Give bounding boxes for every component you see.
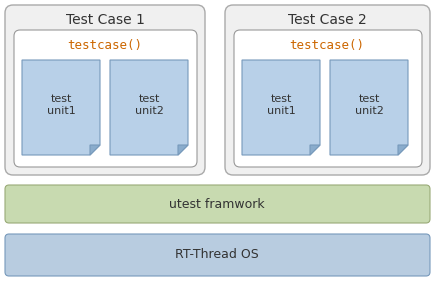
Polygon shape xyxy=(397,145,407,155)
Text: Test Case 1: Test Case 1 xyxy=(66,13,144,27)
Text: testcase(): testcase() xyxy=(67,39,142,53)
Polygon shape xyxy=(178,145,187,155)
Text: test
unit1: test unit1 xyxy=(266,94,295,116)
Polygon shape xyxy=(110,60,187,155)
Text: Test Case 2: Test Case 2 xyxy=(287,13,365,27)
Text: test
unit2: test unit2 xyxy=(354,94,382,116)
Text: utest framwork: utest framwork xyxy=(169,197,264,210)
FancyBboxPatch shape xyxy=(233,30,421,167)
FancyBboxPatch shape xyxy=(14,30,197,167)
Polygon shape xyxy=(309,145,319,155)
Text: test
unit2: test unit2 xyxy=(134,94,163,116)
FancyBboxPatch shape xyxy=(5,5,204,175)
FancyBboxPatch shape xyxy=(5,234,429,276)
FancyBboxPatch shape xyxy=(224,5,429,175)
Text: RT-Thread OS: RT-Thread OS xyxy=(175,248,258,262)
Text: test
unit1: test unit1 xyxy=(46,94,75,116)
Polygon shape xyxy=(90,145,100,155)
Polygon shape xyxy=(22,60,100,155)
Polygon shape xyxy=(329,60,407,155)
Text: testcase(): testcase() xyxy=(289,39,364,53)
FancyBboxPatch shape xyxy=(5,185,429,223)
Polygon shape xyxy=(241,60,319,155)
